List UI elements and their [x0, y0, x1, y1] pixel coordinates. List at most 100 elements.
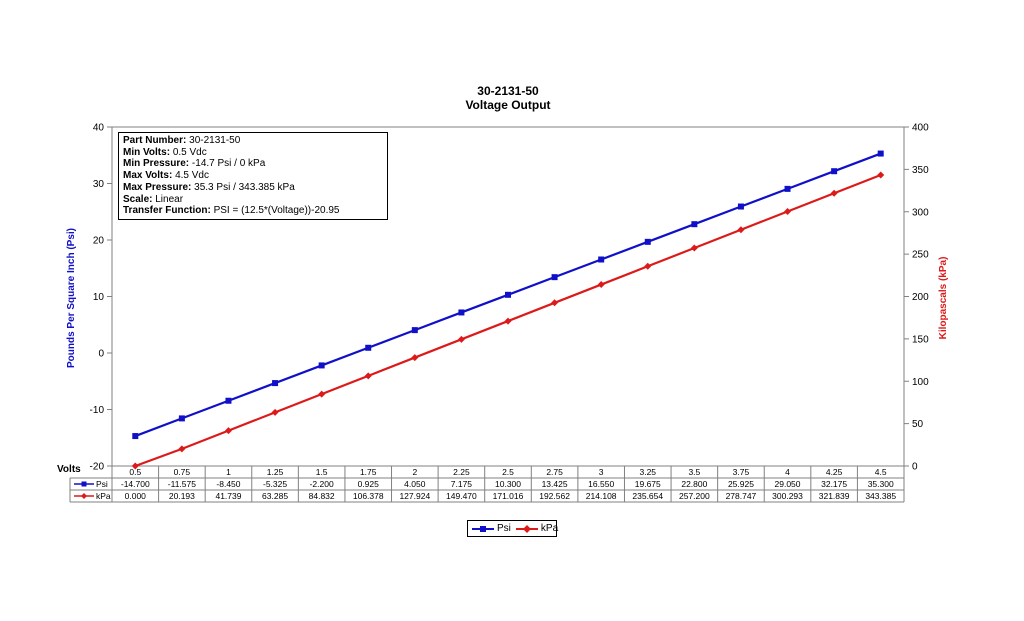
x-axis-title: Volts	[57, 464, 81, 475]
y-right-tick-label: 50	[912, 419, 924, 430]
point-kpa	[784, 208, 792, 216]
y-left-tick-label: 10	[93, 292, 105, 303]
info-scale: Scale: Linear	[123, 193, 184, 205]
table-series-name: Psi	[96, 479, 108, 489]
data-label: -11.575	[168, 479, 196, 489]
x-tick-label: 1.5	[316, 467, 328, 477]
point-kpa	[131, 462, 139, 470]
x-tick-label: 3.5	[688, 467, 700, 477]
point-kpa	[551, 299, 559, 307]
y-right-tick-label: 250	[912, 250, 929, 261]
info-min-volts: Min Volts: 0.5 Vdc	[123, 146, 207, 158]
data-label: 10.300	[495, 479, 521, 489]
data-label: 35.300	[868, 479, 894, 489]
legend-entry-kpa: kPa	[515, 523, 558, 534]
point-psi	[505, 291, 511, 298]
data-label: 63.285	[262, 491, 288, 501]
info-part-number: Part Number: 30-2131-50	[123, 135, 241, 146]
y-right-tick-label: 300	[912, 207, 929, 218]
data-label: 20.193	[169, 491, 195, 501]
data-label: 19.675	[635, 479, 661, 489]
x-tick-label: 4.5	[875, 467, 887, 477]
point-psi	[831, 168, 838, 175]
data-label: 29.050	[775, 479, 801, 489]
table-series-name: kPa	[96, 491, 111, 501]
x-tick-label: 4	[785, 467, 790, 477]
info-transfer-function: Transfer Function: PSI = (12.5*(Voltage)…	[123, 205, 340, 217]
data-label: 84.832	[309, 491, 335, 501]
point-psi	[318, 362, 325, 369]
x-tick-label: 3.75	[733, 467, 750, 477]
data-label: 257.200	[679, 491, 710, 501]
point-psi	[877, 150, 884, 157]
x-tick-label: 3.25	[639, 467, 656, 477]
x-tick-label: 4.25	[826, 467, 843, 477]
data-label: 235.654	[632, 491, 663, 501]
x-tick-label: 3	[599, 467, 604, 477]
point-kpa	[737, 226, 745, 234]
point-psi	[551, 274, 558, 281]
data-label: 0.000	[125, 491, 147, 501]
y-right-tick-label: 0	[912, 462, 918, 473]
data-label: 214.108	[586, 491, 617, 501]
y-right-tick-label: 150	[912, 334, 929, 345]
data-label: 321.839	[819, 491, 850, 501]
y-right-tick-label: 200	[912, 292, 929, 303]
x-tick-label: 2.75	[546, 467, 563, 477]
legend-label-psi: Psi	[497, 523, 511, 534]
data-label: 149.470	[446, 491, 477, 501]
point-kpa	[318, 390, 326, 398]
x-tick-label: 2	[412, 467, 417, 477]
data-label: 192.562	[539, 491, 570, 501]
point-kpa	[224, 427, 232, 435]
x-tick-label: 1.25	[267, 467, 284, 477]
y-left-tick-label: 20	[93, 236, 105, 247]
chart-title: 30-2131-50	[477, 84, 539, 98]
point-kpa	[644, 262, 652, 270]
legend-swatch-kpa-icon	[515, 524, 538, 533]
data-label: -14.700	[121, 479, 150, 489]
y-axis-right-title: Kilopascals (kPa)	[938, 257, 949, 340]
y-left-tick-label: 0	[98, 349, 104, 360]
point-kpa	[690, 244, 698, 252]
point-psi	[644, 238, 651, 245]
data-label: 343.385	[865, 491, 896, 501]
point-kpa	[457, 335, 465, 343]
y-axis-left-title: Pounds Per Square Inch (Psi)	[66, 228, 77, 368]
data-label: 22.800	[681, 479, 707, 489]
point-kpa	[411, 354, 419, 362]
point-psi	[225, 397, 232, 404]
point-psi	[737, 203, 744, 210]
point-psi	[411, 327, 418, 334]
y-left-tick-label: -20	[90, 462, 105, 473]
data-label: -5.325	[263, 479, 287, 489]
point-psi	[784, 185, 791, 192]
point-psi	[365, 344, 372, 351]
point-kpa	[364, 372, 372, 380]
data-label: 25.925	[728, 479, 754, 489]
point-psi	[458, 309, 465, 316]
data-label: 127.924	[399, 491, 430, 501]
y-right-tick-label: 100	[912, 377, 929, 388]
point-psi	[132, 433, 139, 440]
info-max-volts: Max Volts: 4.5 Vdc	[123, 170, 209, 182]
point-kpa	[271, 408, 279, 416]
data-label: 0.925	[358, 479, 380, 489]
data-label: 32.175	[821, 479, 847, 489]
point-kpa	[504, 317, 512, 325]
data-label: 13.425	[542, 479, 568, 489]
data-label: -8.450	[216, 479, 240, 489]
point-psi	[272, 380, 279, 387]
data-label: 300.293	[772, 491, 803, 501]
data-label: 171.016	[493, 491, 524, 501]
point-psi	[178, 415, 185, 422]
table-key-marker	[81, 493, 87, 499]
data-label: 4.050	[404, 479, 426, 489]
x-tick-label: 1.75	[360, 467, 377, 477]
y-left-tick-label: -10	[90, 405, 105, 416]
info-box: Part Number: 30-2131-50 Min Volts: 0.5 V…	[118, 132, 388, 220]
y-left-tick-label: 30	[93, 179, 105, 190]
legend-entry-psi: Psi	[471, 523, 511, 534]
chart-subtitle: Voltage Output	[465, 98, 550, 112]
